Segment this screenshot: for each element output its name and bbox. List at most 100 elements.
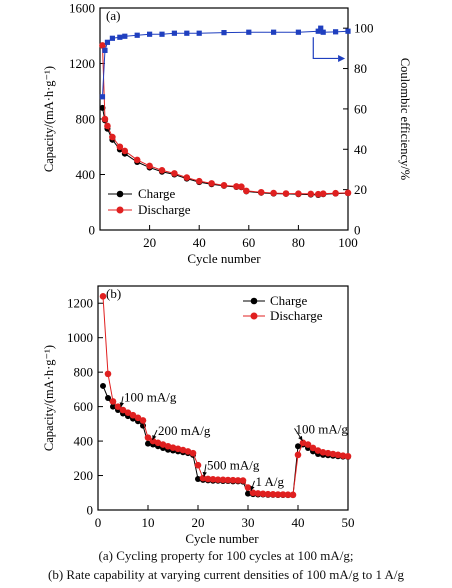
x-tick-label: 80 (292, 235, 305, 250)
point-charge (195, 475, 201, 482)
rate-annotation: 500 mA/g (207, 457, 260, 472)
caption-b: (b) Rate capability at varying current d… (48, 567, 404, 582)
y2-tick-label: 100 (354, 21, 374, 36)
point-discharge (158, 167, 166, 174)
point-coulombic-efficiency (159, 31, 165, 37)
point-discharge (264, 490, 272, 498)
point-coulombic-efficiency (221, 30, 227, 36)
point-charge (245, 490, 251, 497)
point-discharge (194, 461, 202, 469)
point-coulombic-efficiency (99, 94, 106, 100)
point-coulombic-efficiency (109, 35, 115, 41)
y-tick-label: 1200 (67, 296, 93, 311)
point-discharge (99, 42, 106, 49)
point-discharge (119, 406, 127, 414)
point-discharge (189, 449, 197, 457)
chart-a-legend: Charge Discharge (108, 186, 191, 217)
y-tick-label: 800 (76, 112, 96, 127)
point-discharge (154, 439, 162, 447)
point-coulombic-efficiency (196, 30, 202, 36)
point-discharge (171, 170, 178, 177)
point-coulombic-efficiency (147, 31, 153, 37)
y-tick-label: 400 (74, 434, 94, 449)
chart-b-xlabel: Cycle number (185, 531, 259, 546)
series-line-discharge (101, 45, 349, 195)
y-tick-label: 1000 (67, 330, 93, 345)
point-discharge (164, 442, 172, 450)
rate-annotation-arrowhead (298, 435, 303, 441)
rate-annotation: 200 mA/g (158, 423, 211, 438)
chart-b-ylabel: Capacity/(mA·h·g⁻¹) (42, 345, 56, 451)
point-discharge (244, 484, 252, 491)
point-charge (99, 104, 106, 111)
point-discharge (199, 474, 207, 482)
y-tick-label: 400 (76, 167, 96, 182)
point-discharge (270, 189, 277, 197)
x-tick-label: 20 (143, 235, 156, 250)
point-discharge (254, 490, 262, 497)
x-tick-label: 60 (242, 235, 255, 250)
point-discharge (329, 450, 337, 458)
point-discharge (282, 190, 290, 197)
point-discharge (243, 187, 250, 195)
point-charge (295, 443, 301, 450)
point-discharge (344, 452, 352, 460)
point-discharge (179, 446, 187, 454)
efficiency-axis-arrow (312, 37, 339, 60)
point-discharge (204, 475, 212, 483)
rate-annotation-arrowhead (202, 471, 207, 477)
point-coulombic-efficiency (134, 32, 140, 38)
point-discharge (314, 190, 322, 198)
point-discharge (169, 444, 177, 451)
x-tick-label: 40 (193, 235, 206, 250)
point-discharge (104, 370, 112, 378)
x-tick-label: 30 (242, 515, 255, 530)
point-coulombic-efficiency (315, 28, 321, 34)
series-line-charge (101, 107, 349, 196)
point-coulombic-efficiency (117, 34, 123, 40)
point-discharge (224, 476, 232, 484)
point-discharge (234, 477, 242, 484)
point-discharge (121, 147, 129, 155)
point-coulombic-efficiency (271, 29, 277, 35)
point-coulombic-efficiency (171, 30, 177, 36)
point-discharge (239, 477, 247, 484)
point-discharge (109, 133, 116, 141)
point-discharge (144, 434, 152, 441)
legend-charge-marker (116, 190, 124, 198)
point-discharge (233, 183, 240, 190)
x-tick-label: 50 (342, 515, 355, 530)
point-discharge (284, 491, 292, 498)
chart-a-xlabel: Cycle number (187, 251, 261, 266)
x-tick-label: 40 (292, 515, 305, 530)
point-coulombic-efficiency (318, 25, 324, 31)
point-discharge (214, 476, 222, 483)
point-coulombic-efficiency (333, 29, 339, 35)
point-discharge (259, 490, 267, 498)
point-discharge (116, 143, 124, 151)
point-discharge (101, 115, 109, 123)
rate-annotation: 100 mA/g (296, 421, 349, 436)
point-discharge (274, 491, 282, 498)
legend-charge-label: Charge (138, 186, 176, 201)
y2-tick-label: 80 (354, 61, 367, 76)
y-tick-label: 200 (74, 468, 94, 483)
point-discharge (249, 489, 257, 497)
chart-a-y2label: Coulombic efficiency/% (398, 58, 412, 180)
point-discharge (307, 190, 315, 198)
point-coulombic-efficiency (102, 47, 108, 53)
legend-discharge-marker (116, 206, 124, 214)
point-discharge (332, 189, 339, 197)
point-charge (105, 395, 111, 401)
point-discharge (339, 452, 347, 460)
chart-b: 0 10 20 30 40 50 0 200 400 600 800 1000 1200 100 mA/… (42, 285, 355, 546)
x-tick-label: 100 (338, 235, 358, 250)
y-tick-label: 1600 (69, 1, 95, 16)
point-coulombic-efficiency (122, 33, 128, 39)
point-discharge (220, 182, 228, 189)
x-tick-label: 10 (142, 515, 155, 530)
point-charge (100, 382, 106, 389)
y2-tick-label: 0 (354, 223, 361, 238)
point-discharge (114, 403, 122, 410)
point-discharge (209, 476, 217, 483)
